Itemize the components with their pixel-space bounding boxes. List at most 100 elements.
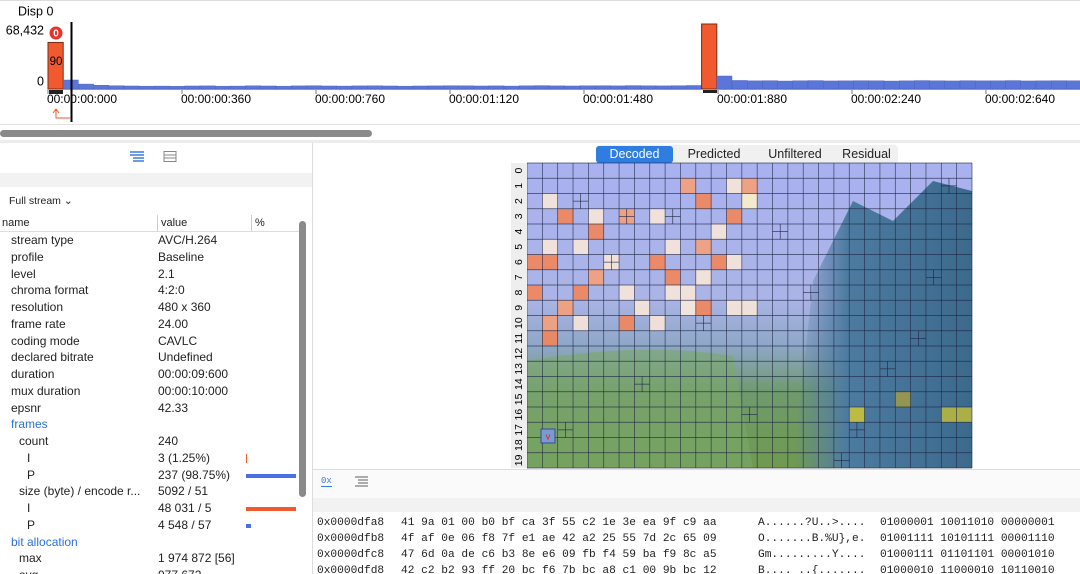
time-tick-label: 00:00:02:240 (851, 92, 921, 106)
grid-icon[interactable] (163, 151, 177, 162)
mb-cell (557, 208, 574, 224)
field-value: 240 (158, 434, 179, 448)
mb-cell (711, 224, 727, 240)
field-name: I (27, 501, 31, 515)
row-label: 13 (513, 363, 525, 375)
frame-marker (703, 90, 717, 93)
frame-bar (458, 85, 474, 90)
mb-cell (711, 254, 727, 270)
section-label: frames (11, 417, 48, 432)
row-label: 15 (513, 393, 525, 405)
mb-cell (695, 300, 712, 316)
field-name: I (27, 450, 31, 465)
frame-bar (230, 85, 246, 90)
mb-cell (956, 407, 972, 423)
hex-row: 0x0000dfc8 47 6d 0a de c6 b3 8e e6 09 fb … (317, 547, 1077, 563)
frame-bar (123, 85, 140, 90)
row-label: 5 (513, 244, 525, 250)
hex-offset: 0x0000dfc8 (317, 549, 385, 561)
view-tab[interactable]: Unfiltered (768, 147, 822, 161)
badge[interactable] (48, 25, 64, 41)
vertical-scrollbar[interactable] (299, 221, 306, 497)
frame-bar (762, 80, 778, 90)
frame-bar (1020, 80, 1037, 90)
frame-bar (1066, 80, 1080, 90)
view-tab[interactable]: Decoded (596, 146, 673, 163)
tree-icon[interactable] (130, 151, 144, 162)
view-tab[interactable]: Residual (842, 147, 891, 161)
row-label: 17 (513, 424, 525, 436)
frame-bar (883, 80, 900, 90)
field-name: epsnr (11, 400, 42, 415)
mb-cell (573, 315, 589, 331)
mb-cell (649, 315, 666, 331)
field-name: size (byte) / encode r... (19, 484, 141, 499)
row-label: 14 (513, 378, 525, 390)
table-row: avg 977 672 (0, 567, 300, 574)
hex-mode[interactable]: 0x (321, 476, 332, 487)
time-tick-label: 00:00:00:000 (47, 92, 117, 106)
field-name: profile (11, 249, 44, 264)
field-value: 00:00:10:000 (158, 383, 229, 398)
table-row: frame rate 24.00 (0, 316, 300, 333)
mb-cell (619, 315, 635, 331)
mb-marker: v (546, 431, 551, 441)
frame-bar (275, 85, 292, 90)
hex-bytes: 42 c2 b2 93 ff 20 bc f6 7b bc a8 c1 00 9… (401, 565, 717, 574)
table-row: size (byte) / encode r... 5092 / 51 (0, 483, 300, 500)
view-tab[interactable]: Predicted (687, 147, 741, 161)
field-value: AVC/H.264 (158, 233, 218, 247)
frame-bar (838, 80, 854, 90)
field-name: P (27, 517, 36, 532)
frame-bar (473, 85, 490, 90)
time-tick-label: 00:00:01:120 (449, 92, 519, 106)
frame-bar (306, 85, 322, 90)
frame-bar (412, 85, 429, 90)
timeline: Disp 0 68,432 0 0 90 00:00:00:000 00:00:0… (0, 0, 1080, 143)
stream-panel: Full stream ⌄ name value% stream type AVC/… (0, 143, 313, 574)
table-header: name value% (0, 215, 300, 232)
frame-bar (944, 80, 961, 90)
table-row: epsnr 42.33 (0, 400, 300, 417)
hex-ascii: O.......B.%U},e. (758, 533, 866, 545)
frame-bar (351, 85, 368, 90)
table-row: coding mode CAVLC (0, 333, 300, 350)
row-label: 0 (513, 168, 525, 174)
row-label: 1 (513, 183, 525, 189)
scrollbar[interactable] (0, 130, 372, 137)
table-row: I 3 (1.25%) (0, 450, 300, 467)
field-name: chroma format (11, 283, 89, 298)
frame-bar (138, 85, 155, 90)
frame-bar (245, 85, 262, 90)
field-value: 42.33 (158, 400, 189, 415)
table-row: bit allocation (0, 534, 300, 551)
mb-cell (680, 300, 696, 316)
hex-offset: 0x0000dfb8 (317, 533, 385, 545)
field-value: 2.1 (158, 266, 175, 281)
selected-macroblock[interactable] (540, 428, 556, 444)
time-tick-label: 00:00:00:360 (181, 92, 251, 106)
ref-arrow (55, 110, 70, 119)
stream-selector[interactable]: Full stream ⌄ (9, 195, 73, 207)
splitter[interactable] (0, 140, 1080, 143)
frame-bar (640, 85, 657, 90)
field-name: avg (19, 567, 38, 574)
hex-bytes: 4f af 0e 06 f8 7f e1 ae 42 a2 25 55 7d 2… (401, 533, 717, 545)
table-row: count 240 (0, 433, 300, 450)
frame-bar (716, 75, 733, 90)
row-label: 10 (513, 317, 525, 329)
mb-cell (895, 391, 911, 407)
hex-bits: 01000111 01101101 00001010 (880, 549, 1055, 561)
row-label: 4 (513, 229, 525, 235)
frame-bar (534, 85, 550, 90)
time-tick-label: 00:00:00:760 (315, 92, 385, 106)
field-value: 48 031 / 5 (158, 501, 212, 515)
text-mode-icon[interactable] (354, 475, 370, 489)
selected-marker (49, 90, 63, 94)
row-label: 9 (513, 305, 525, 311)
frame-bar (154, 85, 170, 90)
